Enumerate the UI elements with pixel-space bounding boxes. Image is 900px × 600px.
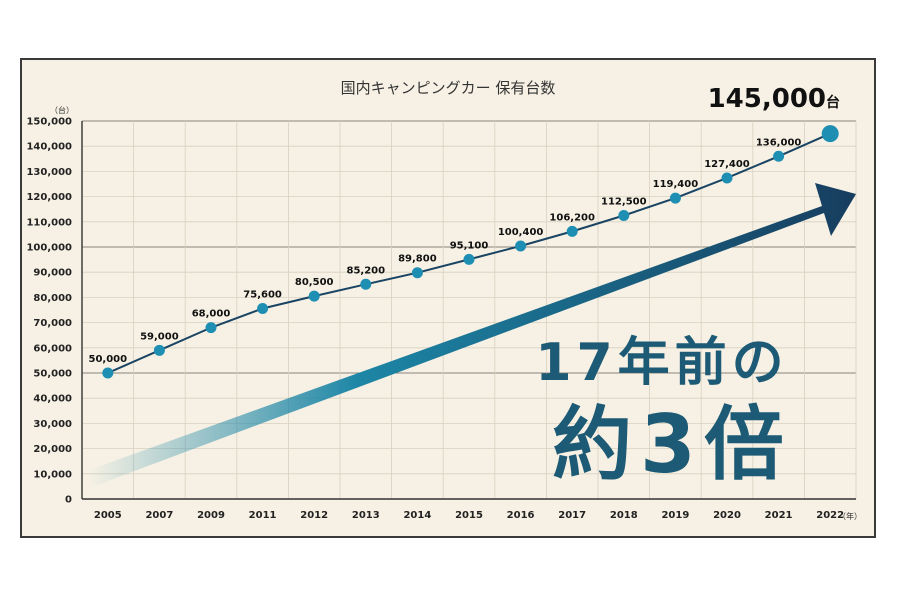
- y-tick-label: 140,000: [26, 142, 72, 153]
- data-point: [669, 192, 681, 204]
- data-point: [721, 172, 733, 184]
- final-value-number: 145,000: [708, 84, 826, 114]
- y-tick-label: 60,000: [33, 343, 72, 354]
- y-tick-label: 110,000: [26, 217, 72, 228]
- grid: [82, 120, 857, 499]
- data-label: 89,800: [398, 254, 437, 265]
- final-value-label: 145,000台: [708, 84, 840, 114]
- data-label: 112,500: [601, 197, 647, 208]
- y-tick-label: 130,000: [26, 167, 72, 178]
- y-tick-label: 20,000: [33, 444, 72, 455]
- x-axis-unit: （年）: [838, 511, 862, 521]
- chart-title: 国内キャンピングカー 保有台数: [341, 79, 556, 97]
- data-label: 106,200: [549, 212, 595, 223]
- callout-line2: 約3倍: [552, 398, 792, 491]
- trend-arrow: [89, 183, 856, 488]
- x-tick-label: 2021: [765, 510, 793, 521]
- y-tick-label: 40,000: [33, 394, 72, 405]
- y-tick-labels: 0 10,000 20,000 30,000 40,000 50,000 60,000 70,…: [26, 117, 72, 506]
- data-label: 119,400: [653, 179, 699, 190]
- data-point: [618, 210, 630, 221]
- data-point: [411, 267, 423, 279]
- data-point: [360, 278, 372, 290]
- y-tick-label: 80,000: [33, 293, 72, 304]
- y-tick-label: 90,000: [33, 268, 72, 279]
- data-label: 85,200: [347, 265, 386, 276]
- data-point: [821, 125, 839, 143]
- axes: [81, 121, 856, 500]
- x-tick-label: 2005: [94, 510, 122, 521]
- data-label: 95,100: [450, 240, 489, 251]
- y-tick-label: 100,000: [26, 243, 72, 254]
- x-tick-label: 2018: [610, 510, 638, 521]
- x-tick-label: 2012: [300, 510, 328, 521]
- y-tick-label: 50,000: [33, 369, 72, 380]
- x-tick-label: 2016: [507, 510, 535, 521]
- data-label: 136,000: [756, 137, 802, 148]
- x-tick-label: 2014: [403, 510, 431, 521]
- final-value-unit: 台: [826, 94, 840, 111]
- y-tick-label: 150,000: [26, 117, 72, 128]
- data-point: [257, 302, 269, 314]
- callout-line1: 17年前の: [535, 333, 788, 393]
- x-tick-label: 2017: [558, 510, 586, 521]
- data-label: 100,400: [498, 227, 544, 238]
- data-labels: 50,000 59,000 68,000 75,600 80,500 85,200 89,8…: [89, 137, 802, 365]
- x-tick-label: 2007: [145, 510, 173, 521]
- x-tick-label: 2022: [816, 510, 844, 521]
- y-tick-label: 120,000: [26, 192, 72, 203]
- data-label: 59,000: [140, 331, 179, 342]
- data-label: 75,600: [243, 289, 282, 300]
- data-point: [205, 322, 217, 334]
- x-tick-label: 2015: [455, 510, 483, 521]
- data-point: [566, 225, 578, 237]
- x-tick-label: 2009: [197, 510, 225, 521]
- data-point: [463, 253, 475, 265]
- y-axis-unit: （台）: [50, 105, 74, 115]
- series-line: [102, 125, 839, 379]
- data-label: 68,000: [192, 309, 231, 320]
- chart-frame: 国内キャンピングカー 保有台数 （台） （年） 0 10,000 20,000 30,…: [20, 58, 876, 538]
- x-tick-label: 2013: [352, 510, 380, 521]
- data-point: [153, 344, 165, 356]
- data-point: [102, 367, 114, 379]
- y-tick-label: 70,000: [33, 318, 72, 329]
- x-tick-label: 2019: [661, 510, 689, 521]
- chart-canvas: 国内キャンピングカー 保有台数 （台） （年） 0 10,000 20,000 30,…: [26, 79, 862, 521]
- data-label: 50,000: [89, 354, 128, 365]
- y-tick-label: 0: [65, 495, 72, 506]
- data-point: [308, 290, 320, 302]
- x-tick-labels: 2005 2007 2009 2011 2012 2013 2014 2015 2016 2017…: [94, 510, 844, 521]
- data-point: [773, 150, 785, 162]
- y-tick-label: 10,000: [33, 469, 72, 480]
- data-point: [515, 240, 527, 252]
- data-label: 127,400: [704, 159, 750, 170]
- x-tick-label: 2011: [249, 510, 277, 521]
- x-tick-label: 2020: [713, 510, 741, 521]
- y-tick-label: 30,000: [33, 419, 72, 430]
- data-label: 80,500: [295, 277, 334, 288]
